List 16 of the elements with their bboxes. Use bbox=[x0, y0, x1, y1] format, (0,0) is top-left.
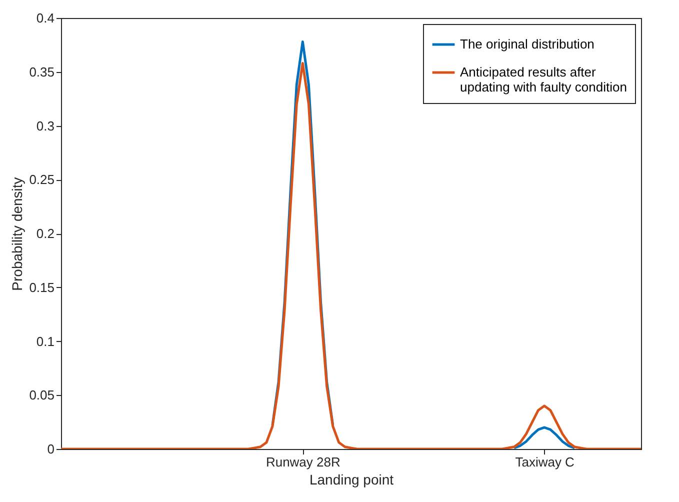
legend-label: Anticipated results after updating with faulty condition bbox=[460, 64, 627, 94]
x-tick-label: Runway 28R bbox=[266, 454, 340, 470]
y-tick-label: 0.2 bbox=[36, 226, 54, 241]
legend-label: The original distribution bbox=[460, 36, 594, 52]
y-tick-label: 0.25 bbox=[29, 172, 54, 188]
y-tick-label: 0.3 bbox=[36, 118, 54, 134]
y-tick-label: 0.1 bbox=[36, 334, 54, 349]
y-tick-label: 0.15 bbox=[29, 280, 54, 295]
y-tick-label: 0.4 bbox=[36, 10, 54, 26]
y-axis-title: Probability density bbox=[9, 177, 26, 291]
y-tick-label: 0.05 bbox=[29, 388, 54, 403]
y-tick-label: 0 bbox=[47, 442, 54, 456]
y-tick-label: 0.35 bbox=[29, 64, 54, 80]
x-axis-title: Landing point bbox=[309, 472, 394, 488]
x-tick-label: Taxiway C bbox=[515, 454, 574, 470]
line-series bbox=[61, 62, 641, 449]
